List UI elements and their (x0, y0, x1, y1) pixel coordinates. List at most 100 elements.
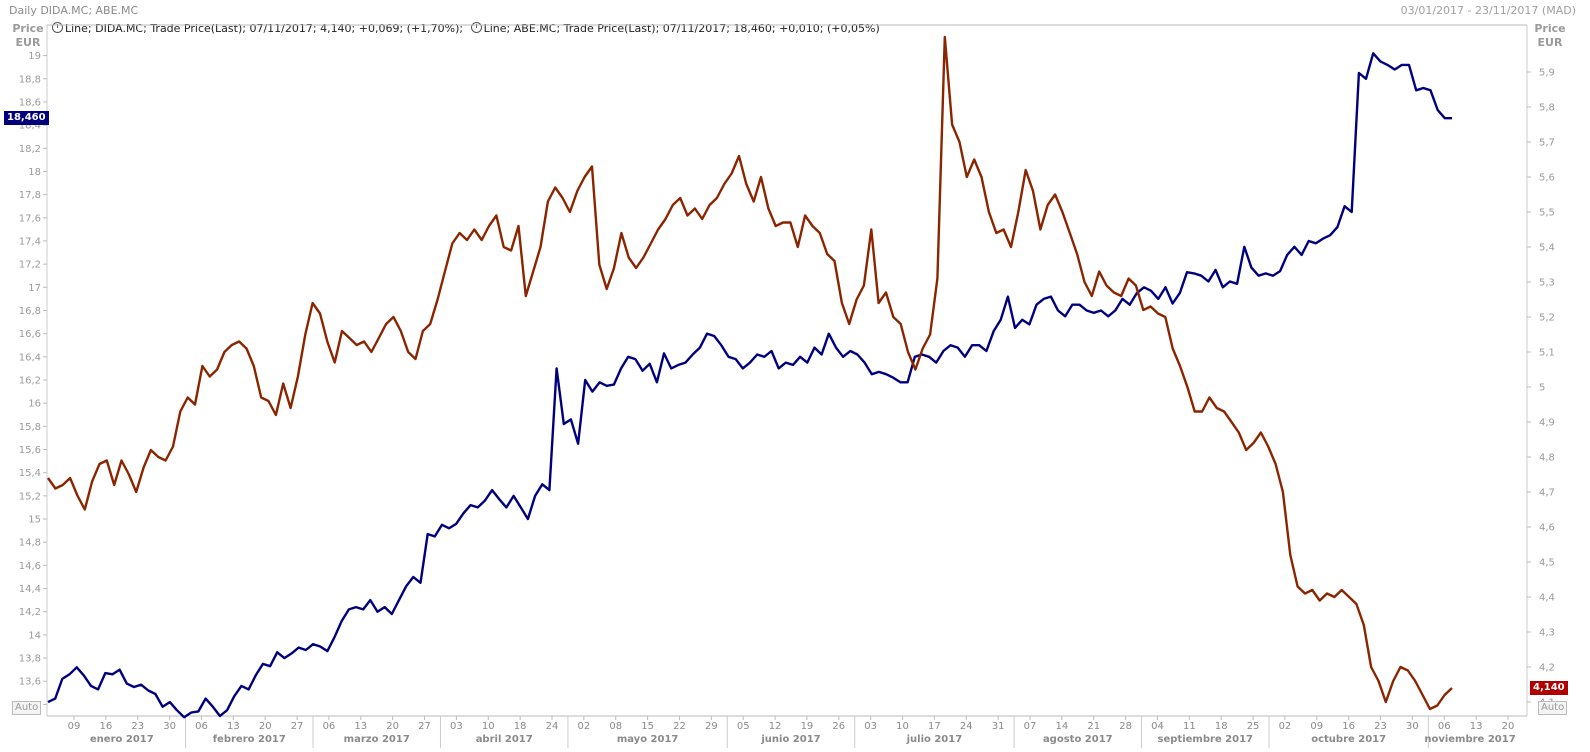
x-tick-label: 09 (68, 721, 81, 732)
right-tick-label: 5,6 (1539, 173, 1555, 184)
month-label: agosto 2017 (1043, 734, 1113, 745)
month-label: febrero 2017 (213, 734, 286, 745)
month-label: mayo 2017 (617, 734, 679, 745)
x-tick-label: 29 (705, 721, 718, 732)
x-tick-label: 10 (896, 721, 909, 732)
x-tick-label: 11 (1183, 721, 1196, 732)
left-tick-label: 19 (28, 51, 41, 62)
x-tick-label: 13 (1470, 721, 1483, 732)
left-tick-label: 18,2 (19, 144, 41, 155)
left-tick-label: 15,2 (19, 491, 41, 502)
x-tick-label: 27 (291, 721, 304, 732)
left-tick-label: 14,2 (19, 607, 41, 618)
x-tick-label: 22 (673, 721, 686, 732)
right-auto-button[interactable]: Auto (1538, 701, 1568, 715)
right-tick-label: 5,2 (1539, 313, 1555, 324)
right-tick-label: 5,8 (1539, 103, 1555, 114)
left-tick-label: 16,6 (19, 329, 41, 340)
right-axis: 4,14,24,34,44,54,64,74,84,955,15,25,35,4… (1527, 68, 1555, 709)
left-tick-label: 13,8 (19, 654, 41, 665)
month-label: marzo 2017 (344, 734, 410, 745)
left-tick-label: 17 (28, 283, 41, 294)
x-tick-label: 02 (1279, 721, 1292, 732)
month-label: octubre 2017 (1311, 734, 1386, 745)
x-tick-label: 24 (546, 721, 559, 732)
left-auto-button[interactable]: Auto (12, 701, 42, 715)
left-tick-label: 14,4 (19, 584, 41, 595)
x-tick-label: 05 (737, 721, 750, 732)
month-label: julio 2017 (906, 734, 963, 745)
x-tick-label: 03 (864, 721, 877, 732)
x-tick-label: 15 (641, 721, 654, 732)
left-axis-currency: EUR (15, 36, 41, 49)
right-tick-label: 4,2 (1539, 663, 1555, 674)
left-tick-label: 17,8 (19, 190, 41, 201)
x-tick-label: 20 (386, 721, 399, 732)
month-label: junio 2017 (760, 734, 820, 745)
x-tick-label: 27 (418, 721, 431, 732)
left-tick-label: 17,2 (19, 260, 41, 271)
x-tick-label: 12 (769, 721, 782, 732)
x-tick-label: 21 (1087, 721, 1100, 732)
right-axis-currency: EUR (1537, 36, 1563, 49)
right-tick-label: 4,6 (1539, 523, 1555, 534)
clock-icon[interactable] (470, 22, 482, 33)
left-tick-label: 16,8 (19, 306, 41, 317)
x-tick-label: 23 (1374, 721, 1387, 732)
right-tick-label: 5,3 (1539, 278, 1555, 289)
left-tick-label: 17,6 (19, 213, 41, 224)
left-tick-label: 14,8 (19, 538, 41, 549)
left-axis-unit: Price (12, 22, 44, 35)
x-tick-label: 10 (482, 721, 495, 732)
right-tick-label: 5,1 (1539, 348, 1555, 359)
x-tick-label: 25 (1247, 721, 1260, 732)
chart-title: Daily DIDA.MC; ABE.MC (9, 4, 139, 17)
x-tick-label: 07 (1024, 721, 1037, 732)
x-tick-label: 20 (1502, 721, 1515, 732)
last-price-tag-abe: 18,460 (4, 111, 49, 126)
series-layer (47, 35, 1453, 719)
series-line-dida-mc (47, 35, 1453, 711)
last-price-tag-dida: 4,140 (1530, 681, 1568, 695)
right-tick-label: 4,7 (1539, 488, 1555, 499)
right-tick-label: 5,5 (1539, 208, 1555, 219)
clock-icon[interactable] (52, 22, 63, 33)
x-tick-label: 30 (1406, 721, 1419, 732)
x-tick-label: 18 (514, 721, 527, 732)
right-tick-label: 5,7 (1539, 138, 1555, 149)
left-axis: 13,413,613,81414,214,414,614,81515,215,4… (19, 51, 47, 711)
x-tick-label: 16 (1342, 721, 1355, 732)
left-tick-label: 18,6 (19, 97, 41, 108)
x-tick-label: 06 (195, 721, 208, 732)
right-tick-label: 5 (1539, 383, 1545, 394)
series-line-abe-mc (47, 52, 1452, 719)
left-tick-label: 15,6 (19, 445, 41, 456)
x-tick-label: 06 (1438, 721, 1451, 732)
left-tick-label: 15,8 (19, 422, 41, 433)
x-axis: 09 16 23 30 06 13 20 27 06 13 20 27 03 10 18 24 02 08 15 22… (68, 716, 1516, 748)
right-tick-label: 4,3 (1539, 628, 1555, 639)
left-tick-label: 18,8 (19, 74, 41, 85)
month-label: enero 2017 (90, 734, 154, 745)
x-tick-label: 19 (801, 721, 814, 732)
left-tick-label: 15 (28, 515, 41, 526)
month-label: abril 2017 (476, 734, 533, 745)
x-tick-label: 06 (323, 721, 336, 732)
x-tick-label: 08 (609, 721, 622, 732)
left-tick-label: 17,4 (19, 236, 41, 247)
x-tick-label: 26 (832, 721, 845, 732)
right-tick-label: 4,4 (1539, 593, 1555, 604)
month-label: septiembre 2017 (1158, 734, 1254, 745)
left-tick-label: 13,6 (19, 677, 41, 688)
x-tick-label: 23 (131, 721, 144, 732)
x-tick-label: 18 (1215, 721, 1228, 732)
x-tick-label: 03 (450, 721, 463, 732)
right-tick-label: 5,4 (1539, 243, 1555, 254)
x-tick-label: 13 (354, 721, 367, 732)
right-tick-label: 4,9 (1539, 418, 1555, 429)
x-tick-label: 17 (928, 721, 941, 732)
right-tick-label: 4,5 (1539, 558, 1555, 569)
x-tick-label: 30 (163, 721, 176, 732)
x-tick-label: 04 (1151, 721, 1164, 732)
